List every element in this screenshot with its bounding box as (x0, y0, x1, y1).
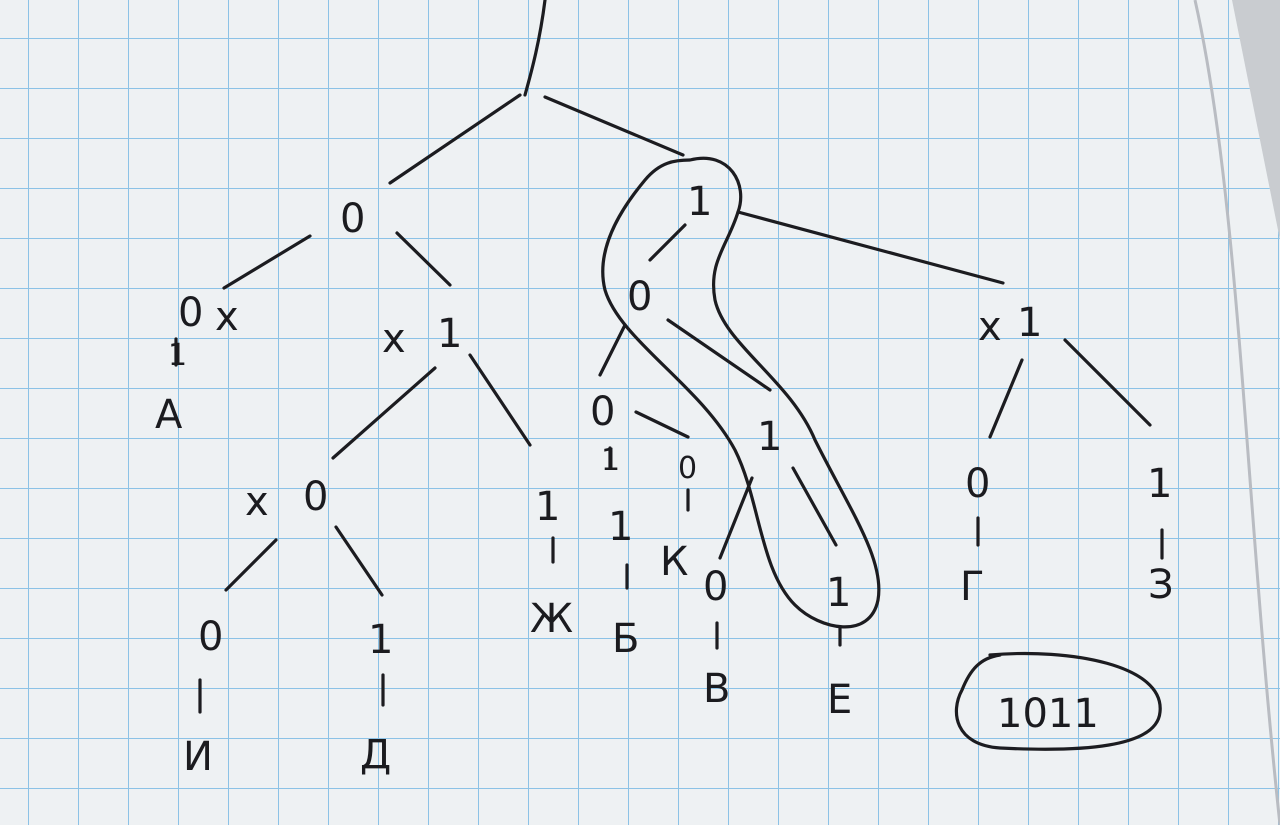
letter-i: И (183, 734, 213, 780)
leaf-d-bit: 1 (368, 617, 393, 663)
letter-e: Е (827, 677, 852, 723)
g-bit: 0 (965, 461, 990, 507)
letter-z: З (1148, 562, 1174, 608)
e-bit: 1 (826, 570, 851, 616)
letter-b: Б (612, 616, 639, 662)
middle-bit-0: 0 (627, 274, 652, 320)
left-bit-0: 0 (178, 290, 203, 336)
z-bit: 1 (1147, 461, 1172, 507)
tree-labels: 0 1 0 x 1 А x 1 x 0 0 И 1 Д 1 Ж 0 0 1 1 … (155, 179, 1174, 780)
middle-bit-01: 1 (757, 414, 782, 460)
root-right-bit: 1 (687, 179, 712, 225)
middle-bit-00: 0 (590, 389, 615, 435)
page-fold (1193, 0, 1280, 825)
letter-k: К (660, 539, 688, 585)
tree-edges (174, 0, 1164, 751)
left-bit-1: 1 (437, 311, 462, 357)
answer-code: 1011 (997, 691, 1099, 737)
root-left-bit: 0 (340, 196, 365, 242)
left-sub-bit-0: 0 (303, 474, 328, 520)
letter-g: Г (960, 564, 984, 610)
letter-v: В (703, 666, 730, 712)
left-leaf0-digit: 1 (168, 338, 187, 373)
leaf-i-bit: 0 (198, 614, 223, 660)
k-digit-top: 0 (678, 451, 697, 486)
b-digit-mid: 1 (608, 504, 633, 550)
marker-x: x (245, 479, 269, 525)
marker-x: x (215, 294, 239, 340)
marker-x: x (382, 316, 406, 362)
v-bit: 0 (703, 564, 728, 610)
letter-zh: Ж (530, 596, 573, 642)
leaf-zh-bit: 1 (535, 484, 560, 530)
b-digit-top: 1 (601, 443, 620, 478)
marker-x: x (978, 304, 1002, 350)
letter-d: Д (360, 732, 391, 778)
right-bit-1: 1 (1017, 300, 1042, 346)
letter-a: А (155, 392, 183, 438)
